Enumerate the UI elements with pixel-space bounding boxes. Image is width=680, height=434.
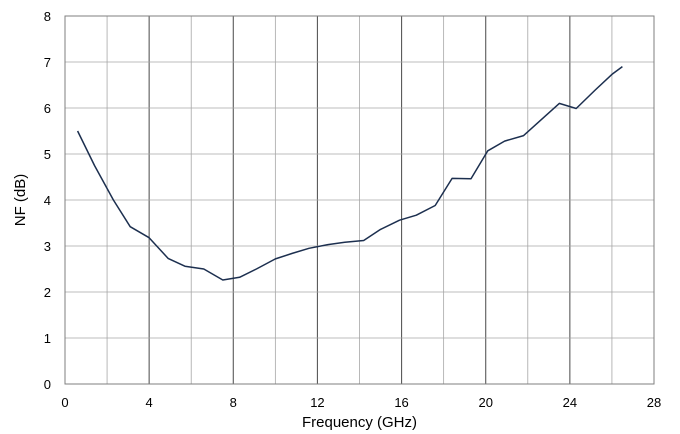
plot-frame (64, 15, 655, 385)
y-tick-label: 1 (44, 331, 51, 346)
nf-series-line (76, 65, 623, 281)
y-tick-label: 2 (44, 285, 51, 300)
x-tick-label: 20 (478, 395, 492, 410)
x-tick-label: 8 (230, 395, 237, 410)
y-tick-label: 0 (44, 377, 51, 392)
y-tick-label: 4 (44, 193, 51, 208)
grid-layer (65, 16, 654, 384)
x-tick-label: 4 (146, 395, 153, 410)
x-tick-label: 24 (563, 395, 577, 410)
y-tick-label: 8 (44, 9, 51, 24)
y-tick-label: 5 (44, 147, 51, 162)
series-layer (76, 65, 623, 281)
x-tick-label: 28 (647, 395, 661, 410)
y-tick-label: 3 (44, 239, 51, 254)
y-axis-label: NF (dB) (12, 174, 29, 227)
x-tick-label: 0 (61, 395, 68, 410)
x-axis-label: Frequency (GHz) (302, 414, 417, 431)
x-tick-label: 16 (394, 395, 408, 410)
y-tick-label: 6 (44, 101, 51, 116)
y-tick-label: 7 (44, 55, 51, 70)
x-tick-label: 12 (310, 395, 324, 410)
